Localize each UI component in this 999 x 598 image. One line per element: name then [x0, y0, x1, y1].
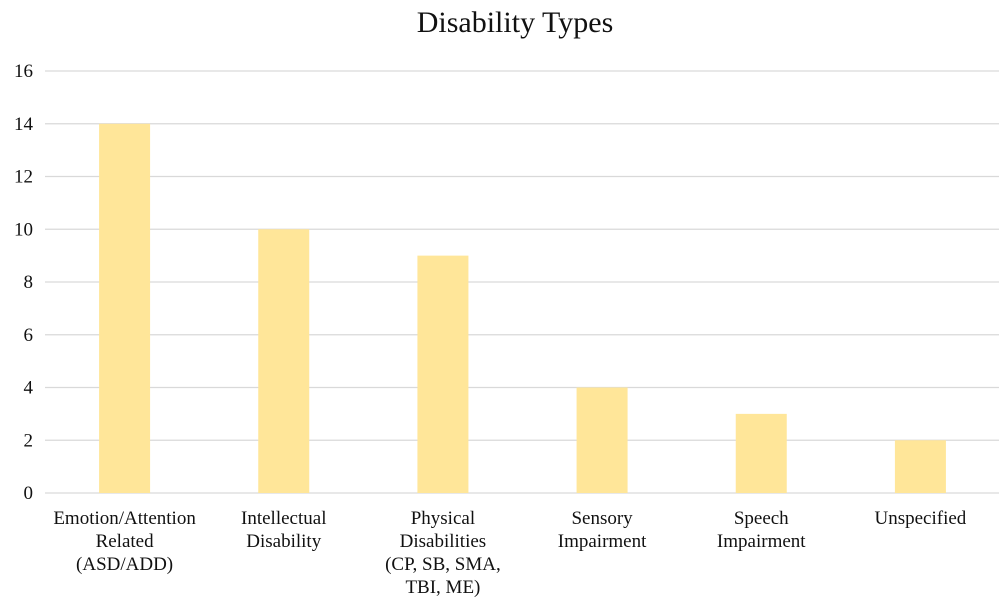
x-category-label: Disabilities [400, 531, 487, 552]
x-category-label: Impairment [558, 531, 647, 552]
y-tick-label: 4 [24, 378, 34, 399]
y-tick-label: 0 [24, 483, 34, 504]
x-category-label: Disability [246, 531, 321, 552]
y-tick-label: 14 [14, 114, 34, 135]
y-tick-label: 10 [14, 219, 33, 240]
y-tick-label: 12 [14, 167, 33, 188]
bar [99, 123, 151, 493]
x-category-label: Sensory [571, 508, 633, 529]
x-category-label: Related [96, 531, 155, 552]
y-tick-label: 6 [24, 325, 34, 346]
chart-title: Disability Types [416, 6, 614, 39]
x-category-label: Unspecified [875, 508, 967, 529]
x-category-label: Intellectual [241, 508, 326, 529]
bar [258, 229, 310, 493]
bar [735, 413, 787, 493]
y-tick-label: 2 [24, 430, 34, 451]
x-category-label: (CP, SB, SMA, [385, 554, 501, 575]
x-category-label: Emotion/Attention [53, 508, 196, 529]
y-tick-label: 8 [24, 272, 34, 293]
bar [576, 387, 628, 493]
x-category-label: (ASD/ADD) [76, 554, 173, 575]
x-category-label: Speech [734, 508, 789, 529]
x-category-label: Physical [411, 508, 475, 529]
y-tick-label: 16 [14, 61, 33, 82]
x-category-label: TBI, ME) [405, 577, 480, 598]
bar [417, 255, 469, 493]
x-category-label: Impairment [717, 531, 806, 552]
bar [894, 440, 946, 493]
